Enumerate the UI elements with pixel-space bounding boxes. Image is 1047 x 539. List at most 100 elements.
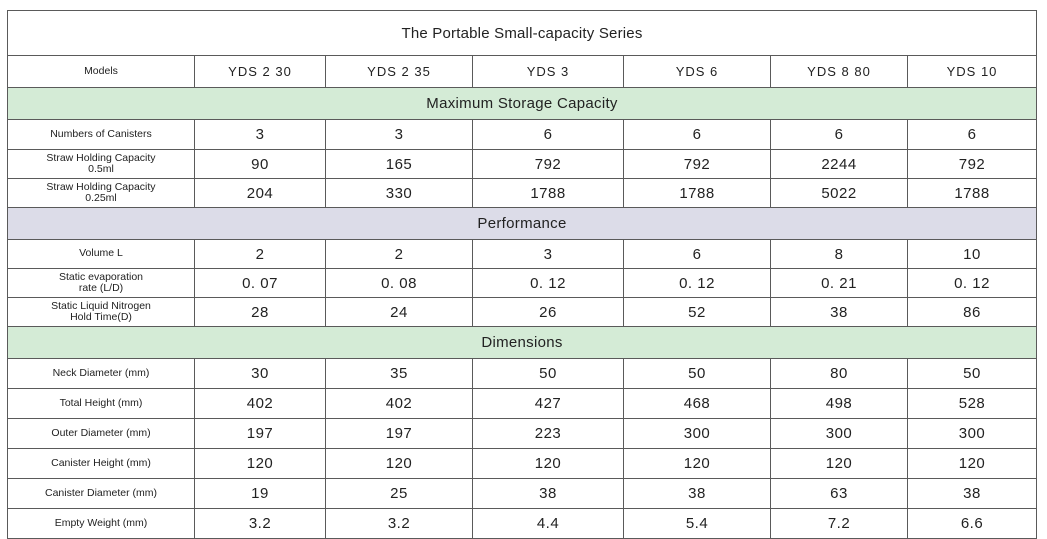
value-cell: 6 <box>623 119 771 150</box>
value-cell: 90 <box>194 149 326 179</box>
value-cell: 25 <box>325 478 473 509</box>
section-header-storage: Maximum Storage Capacity <box>6 87 1038 120</box>
value-cell: 792 <box>472 149 624 179</box>
section-header-performance: Performance <box>6 207 1038 240</box>
row-label-line: Hold Time(D) <box>70 311 132 323</box>
row-label-line: Static Liquid Nitrogen <box>51 299 151 312</box>
value-cell: 165 <box>325 149 473 179</box>
value-cell: 498 <box>770 388 908 419</box>
value-cell: 30 <box>194 358 326 389</box>
value-cell: 35 <box>325 358 473 389</box>
value-cell: 86 <box>906 297 1038 327</box>
value-cell: 120 <box>194 448 326 479</box>
value-cell: 528 <box>906 388 1038 419</box>
value-cell: 792 <box>623 149 771 179</box>
value-cell: 300 <box>623 418 771 449</box>
row-label-line: rate (L/D) <box>78 282 124 294</box>
value-cell: 3 <box>194 119 326 150</box>
table-row: Total Height (mm) 402 402 427 468 498 52… <box>7 388 1038 419</box>
value-cell: 2 <box>325 239 473 269</box>
value-cell: 120 <box>906 448 1038 479</box>
row-label: Outer Diameter (mm) <box>7 418 195 449</box>
value-cell: 2 <box>194 239 326 269</box>
value-cell: 792 <box>906 149 1038 179</box>
table-row: Straw Holding Capacity 0.25ml 204 330 178… <box>7 178 1038 208</box>
value-cell: 63 <box>770 478 908 509</box>
value-cell: 0. 12 <box>472 268 624 298</box>
table-row: Outer Diameter (mm) 197 197 223 300 300 … <box>7 418 1038 449</box>
value-cell: 300 <box>770 418 908 449</box>
value-cell: 120 <box>770 448 908 479</box>
value-cell: 427 <box>472 388 624 419</box>
row-label: Volume L <box>7 239 195 269</box>
value-cell: 2244 <box>770 149 908 179</box>
value-cell: 223 <box>472 418 624 449</box>
value-cell: 402 <box>325 388 473 419</box>
value-cell: 50 <box>906 358 1038 389</box>
value-cell: 28 <box>194 297 326 327</box>
value-cell: 3 <box>472 239 624 269</box>
table-row: Volume L 2 2 3 6 8 10 <box>7 239 1038 269</box>
row-label: Numbers of Canisters <box>7 119 195 150</box>
value-cell: 6 <box>770 119 908 150</box>
table-row: Canister Diameter (mm) 19 25 38 38 63 38 <box>7 478 1038 509</box>
row-label: Straw Holding Capacity 0.5ml <box>7 149 195 179</box>
value-cell: 120 <box>623 448 771 479</box>
value-cell: 468 <box>623 388 771 419</box>
table-row: Empty Weight (mm) 3.2 3.2 4.4 5.4 7.2 6.… <box>7 508 1038 539</box>
row-label: Static Liquid Nitrogen Hold Time(D) <box>7 297 195 327</box>
value-cell: 6 <box>623 239 771 269</box>
row-label: Neck Diameter (mm) <box>7 358 195 389</box>
model-cell: YDS 6 <box>623 55 771 88</box>
value-cell: 26 <box>472 297 624 327</box>
value-cell: 197 <box>325 418 473 449</box>
row-label: Canister Diameter (mm) <box>7 478 195 509</box>
value-cell: 204 <box>194 178 326 208</box>
value-cell: 3 <box>325 119 473 150</box>
value-cell: 1788 <box>623 178 771 208</box>
value-cell: 38 <box>472 478 624 509</box>
value-cell: 120 <box>472 448 624 479</box>
section-header-dimensions: Dimensions <box>6 326 1038 359</box>
table-row: Static evaporation rate (L/D) 0. 07 0. 08… <box>7 268 1038 298</box>
value-cell: 197 <box>194 418 326 449</box>
value-cell: 50 <box>472 358 624 389</box>
value-cell: 6 <box>906 119 1038 150</box>
model-cell: YDS 10 <box>906 55 1038 88</box>
section-title: Performance <box>6 207 1038 240</box>
row-label: Empty Weight (mm) <box>7 508 195 539</box>
models-label: Models <box>7 55 195 88</box>
section-title: Dimensions <box>6 326 1038 359</box>
value-cell: 6 <box>472 119 624 150</box>
row-label: Straw Holding Capacity 0.25ml <box>7 178 195 208</box>
value-cell: 0. 12 <box>623 268 771 298</box>
value-cell: 24 <box>325 297 473 327</box>
row-label-line: Static evaporation <box>58 270 144 283</box>
table-row: Straw Holding Capacity 0.5ml 90 165 792 7… <box>7 149 1038 179</box>
value-cell: 6.6 <box>906 508 1038 539</box>
model-cell: YDS 2 35 <box>325 55 473 88</box>
value-cell: 0. 21 <box>770 268 908 298</box>
value-cell: 4.4 <box>472 508 624 539</box>
table-row: Canister Height (mm) 120 120 120 120 120… <box>7 448 1038 479</box>
value-cell: 7.2 <box>770 508 908 539</box>
model-cell: YDS 2 30 <box>194 55 326 88</box>
value-cell: 38 <box>770 297 908 327</box>
section-title: Maximum Storage Capacity <box>6 87 1038 120</box>
value-cell: 80 <box>770 358 908 389</box>
models-row: Models YDS 2 30 YDS 2 35 YDS 3 YDS 6 YDS… <box>7 55 1038 88</box>
value-cell: 0. 08 <box>325 268 473 298</box>
value-cell: 5.4 <box>623 508 771 539</box>
row-label-line: Straw Holding Capacity <box>46 151 156 164</box>
table-row: Static Liquid Nitrogen Hold Time(D) 28 24… <box>7 297 1038 327</box>
row-label: Static evaporation rate (L/D) <box>7 268 195 298</box>
model-cell: YDS 3 <box>472 55 624 88</box>
row-label-line: Straw Holding Capacity <box>46 180 156 193</box>
value-cell: 1788 <box>906 178 1038 208</box>
value-cell: 3.2 <box>194 508 326 539</box>
model-cell: YDS 8 80 <box>770 55 908 88</box>
value-cell: 50 <box>623 358 771 389</box>
row-label: Canister Height (mm) <box>7 448 195 479</box>
value-cell: 8 <box>770 239 908 269</box>
value-cell: 330 <box>325 178 473 208</box>
